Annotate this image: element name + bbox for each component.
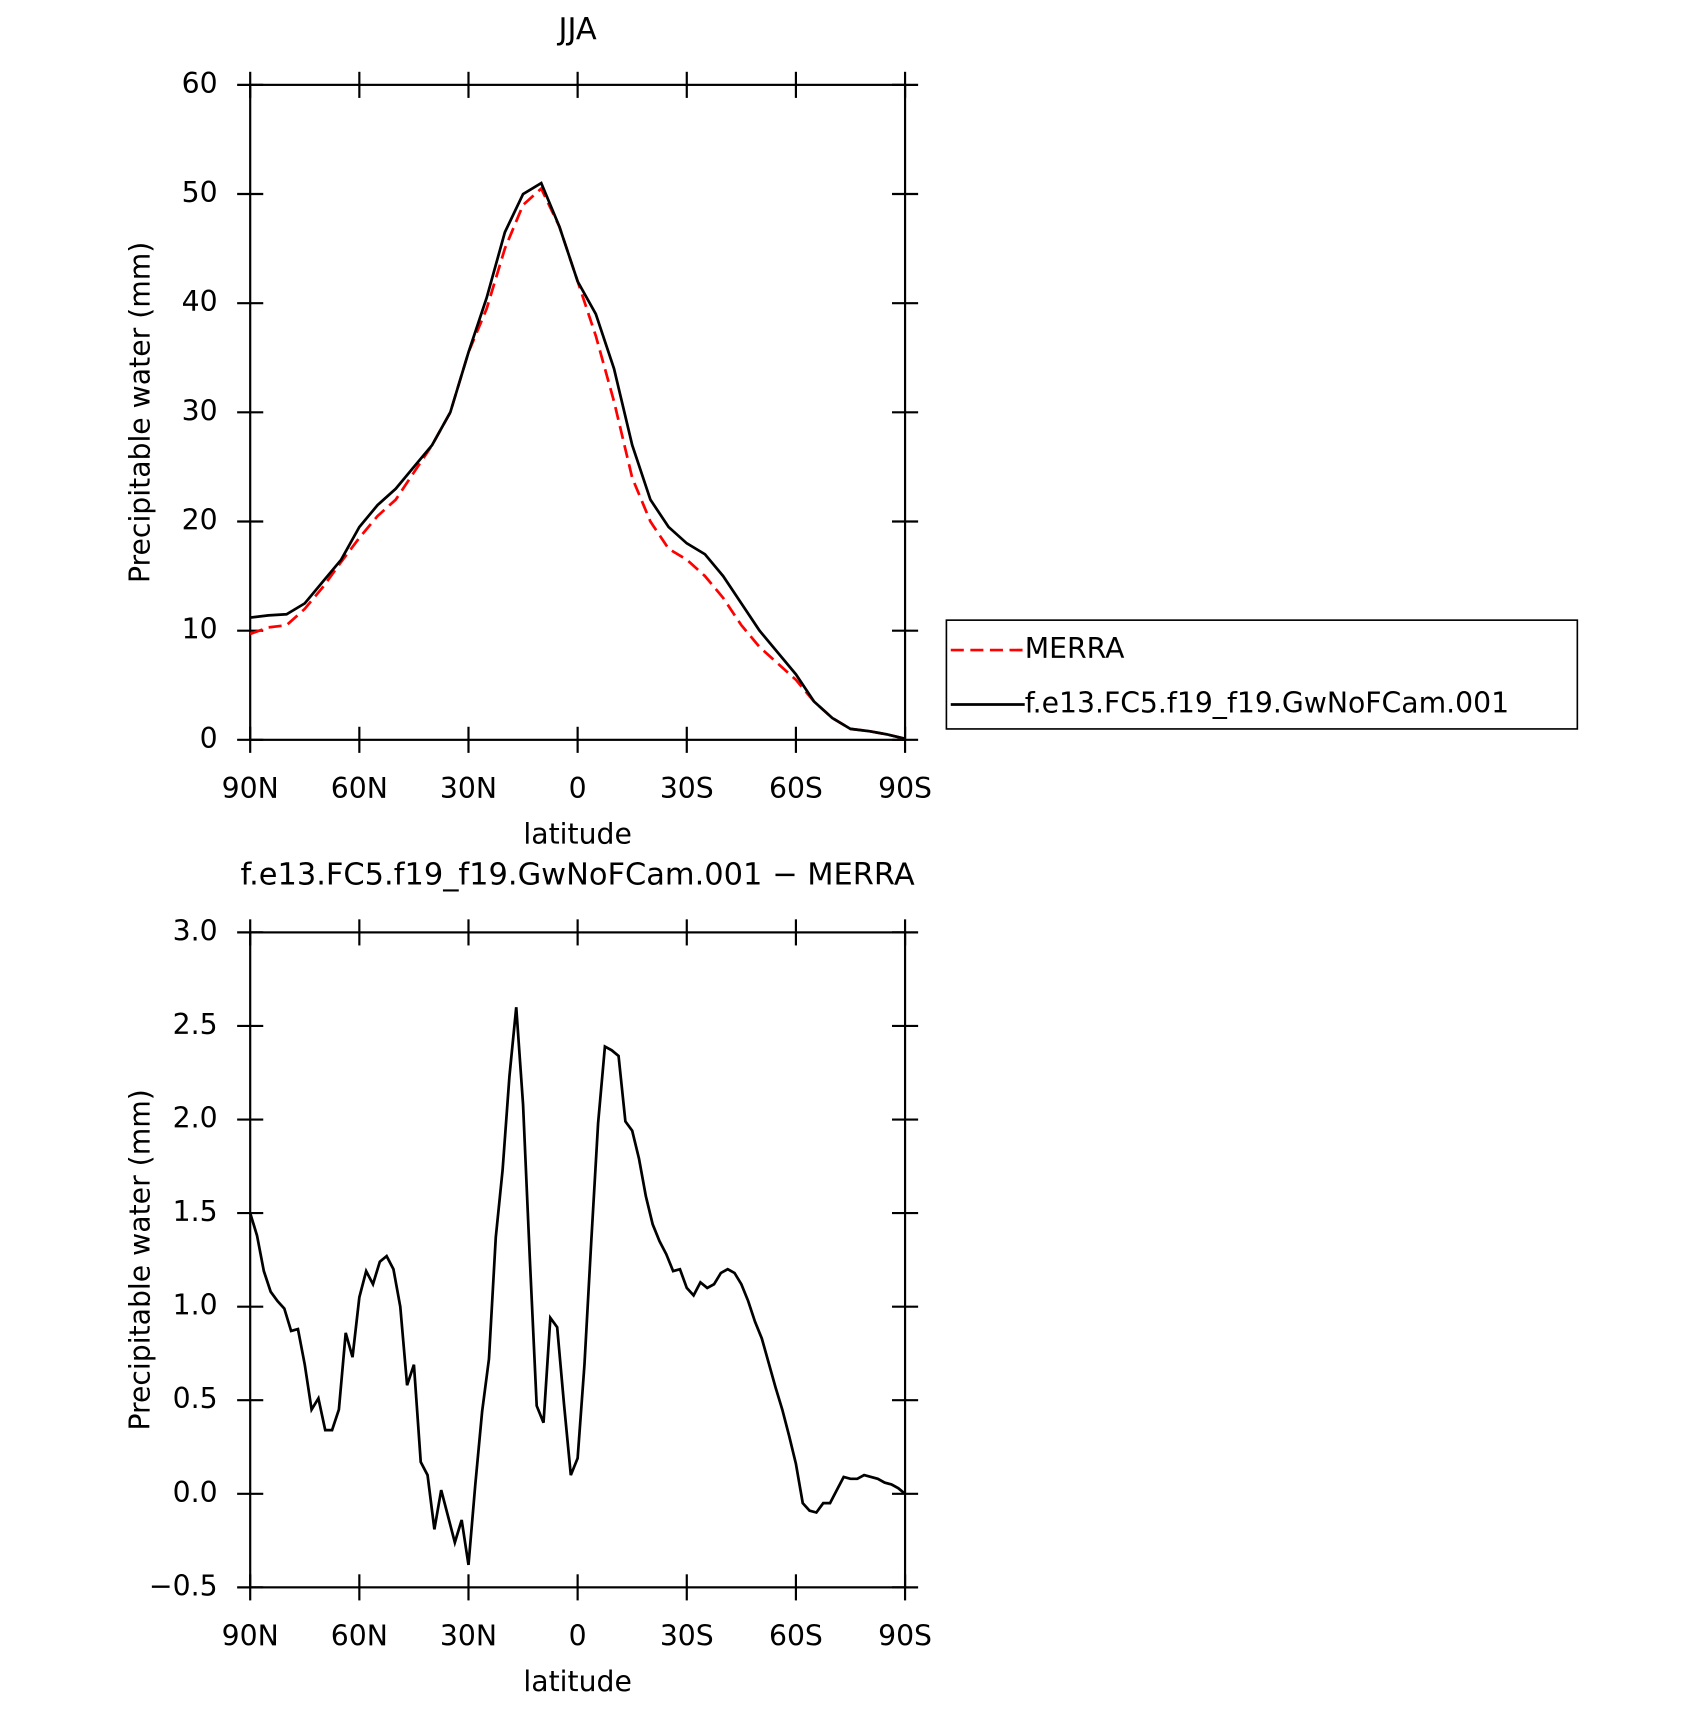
data-line bbox=[248, 1007, 906, 1566]
x-tick-label: 60N bbox=[331, 1619, 388, 1652]
y-axis-label: Precipitable water (mm) bbox=[123, 242, 156, 583]
y-tick-label: 50 bbox=[182, 176, 218, 209]
x-tick-label: 60N bbox=[331, 772, 388, 805]
y-axis-label: Precipitable water (mm) bbox=[123, 1089, 156, 1430]
x-tick-label: 30S bbox=[660, 1619, 714, 1652]
y-tick-label: 1.5 bbox=[173, 1195, 218, 1228]
y-tick-label: 0.0 bbox=[173, 1476, 218, 1509]
x-tick-label: 0 bbox=[569, 772, 587, 805]
y-tick-label: −0.5 bbox=[149, 1569, 218, 1602]
y-tick-label: 1.0 bbox=[173, 1289, 218, 1322]
x-tick-label: 90S bbox=[878, 772, 932, 805]
x-tick-label: 30N bbox=[440, 772, 497, 805]
x-tick-label: 0 bbox=[569, 1619, 587, 1652]
x-tick-label: 90N bbox=[222, 1619, 279, 1652]
y-tick-label: 2.5 bbox=[173, 1008, 218, 1041]
y-tick-label: 60 bbox=[182, 67, 218, 100]
y-tick-label: 30 bbox=[182, 394, 218, 427]
x-tick-label: 60S bbox=[769, 1619, 823, 1652]
chart-title: f.e13.FC5.f19_f19.GwNoFCam.001 − MERRA bbox=[241, 857, 915, 892]
data-line bbox=[250, 181, 906, 741]
y-tick-label: 3.0 bbox=[173, 914, 218, 947]
x-tick-label: 90S bbox=[878, 1619, 932, 1652]
x-tick-label: 90N bbox=[222, 772, 279, 805]
y-tick-label: 20 bbox=[182, 504, 218, 537]
chart-title: JJA bbox=[557, 12, 597, 47]
legend-box bbox=[945, 619, 1579, 730]
x-tick-label: 30S bbox=[660, 772, 714, 805]
legend-label: MERRA bbox=[1025, 632, 1125, 665]
x-tick-label: 60S bbox=[769, 772, 823, 805]
y-tick-label: 40 bbox=[182, 285, 218, 318]
y-tick-label: 10 bbox=[182, 613, 218, 646]
x-tick-label: 30N bbox=[440, 1619, 497, 1652]
y-tick-label: 0 bbox=[200, 722, 218, 755]
plot-frame bbox=[249, 931, 907, 1589]
legend-label: f.e13.FC5.f19_f19.GwNoFCam.001 bbox=[1025, 686, 1509, 719]
plot-frame bbox=[249, 83, 907, 741]
x-axis-label: latitude bbox=[523, 1665, 631, 1698]
x-axis-label: latitude bbox=[523, 818, 631, 851]
data-line bbox=[249, 186, 906, 741]
y-tick-label: 0.5 bbox=[173, 1382, 218, 1415]
y-tick-label: 2.0 bbox=[173, 1102, 218, 1135]
